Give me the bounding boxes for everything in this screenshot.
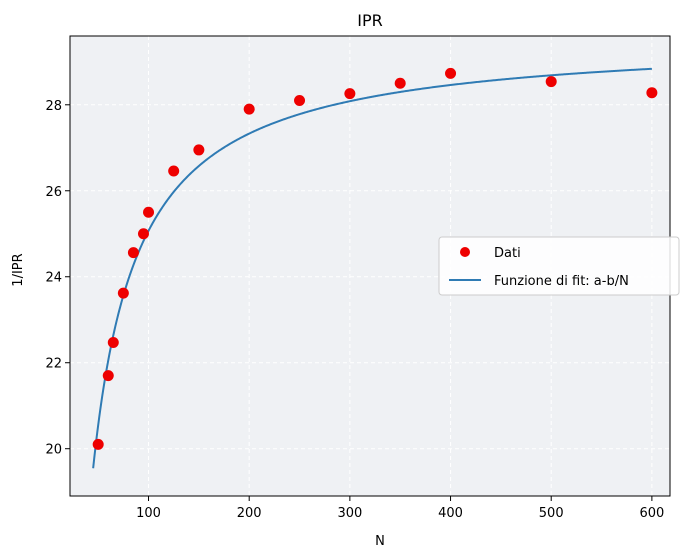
data-point: [102, 370, 114, 382]
y-tick-label: 24: [45, 271, 62, 286]
data-point: [168, 165, 180, 177]
legend-marker-dati: [460, 247, 470, 257]
data-point: [394, 77, 406, 89]
legend-box: [438, 236, 680, 296]
y-axis-label: 1/IPR: [11, 253, 26, 286]
y-tick-label: 22: [45, 357, 62, 372]
data-point: [445, 67, 457, 79]
legend-label-dati: Dati: [494, 246, 521, 261]
y-tick-label: 26: [45, 185, 62, 200]
data-point: [344, 88, 356, 100]
legend: Dati Funzione di fit: a-b/N: [438, 236, 680, 296]
y-tick-label: 28: [45, 99, 62, 114]
data-point: [193, 144, 205, 156]
x-tick-label: 300: [337, 506, 362, 521]
data-points: [92, 67, 658, 450]
data-point: [646, 87, 658, 99]
fit-line-path: [92, 67, 652, 469]
grid: [70, 36, 670, 496]
data-point: [107, 337, 119, 349]
data-point: [243, 103, 255, 115]
legend-label-fit: Funzione di fit: a-b/N: [494, 274, 629, 289]
x-tick-label: 200: [237, 506, 262, 521]
y-tick-label: 20: [45, 443, 62, 458]
x-tick-label: 100: [136, 506, 161, 521]
x-axis-label: N: [375, 534, 385, 549]
chart-title: IPR: [357, 11, 382, 30]
data-point: [545, 76, 557, 88]
data-point: [294, 94, 306, 106]
data-point: [117, 287, 129, 299]
data-point: [127, 247, 139, 259]
data-point: [143, 206, 155, 218]
data-point: [92, 438, 104, 450]
x-axis-ticks: 100 200 300 400 500 600: [136, 496, 664, 521]
fit-line: [92, 67, 652, 469]
x-tick-label: 600: [639, 506, 664, 521]
x-tick-label: 500: [539, 506, 564, 521]
data-point: [137, 228, 149, 240]
y-axis-ticks: 20 22 24 26 28: [45, 99, 70, 458]
x-tick-label: 400: [438, 506, 463, 521]
